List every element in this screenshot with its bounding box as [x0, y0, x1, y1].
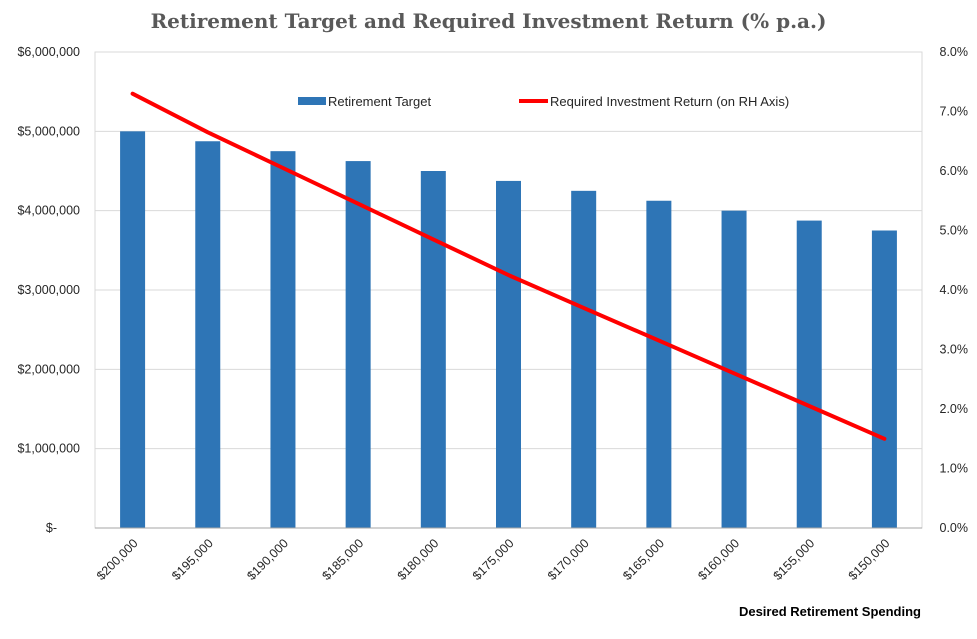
- x-tick-label: $190,000: [244, 536, 291, 583]
- x-tick-label: $165,000: [620, 536, 667, 583]
- legend-swatch-bar: [298, 97, 326, 105]
- bar: [571, 190, 597, 529]
- bar-series: [120, 131, 897, 529]
- legend-label-bar: Retirement Target: [328, 94, 431, 109]
- y-right-tick-label: 6.0%: [940, 164, 969, 178]
- x-tick-label: $175,000: [470, 536, 517, 583]
- y-right-tick-label: 5.0%: [940, 224, 969, 238]
- bar: [420, 171, 446, 528]
- axes: $- $1,000,000 $2,000,000 $3,000,000 $4,000,0…: [17, 45, 968, 583]
- y-right-tick-label: 4.0%: [940, 283, 969, 297]
- x-tick-label: $155,000: [771, 536, 818, 583]
- x-axis-label: Desired Retirement Spending: [739, 604, 921, 619]
- x-tick-label: $150,000: [846, 536, 893, 583]
- y-right-tick-label: 7.0%: [940, 105, 969, 119]
- line-series: [130, 91, 887, 441]
- y-right-tick-label: 0.0%: [940, 521, 969, 535]
- bar: [796, 220, 822, 529]
- chart-title: Retirement Target and Required Investmen…: [150, 9, 827, 33]
- y-right-tick-label: 3.0%: [940, 343, 969, 357]
- bar: [120, 131, 146, 529]
- x-tick-label: $185,000: [319, 536, 366, 583]
- y-right-tick-label: 8.0%: [940, 45, 969, 59]
- y-left-tick-label: $6,000,000: [17, 45, 80, 59]
- y-right-tick-label: 2.0%: [940, 402, 969, 416]
- x-tick-label: $180,000: [395, 536, 442, 583]
- bar: [646, 200, 672, 528]
- x-tick-label: $160,000: [695, 536, 742, 583]
- legend-label-line: Required Investment Return (on RH Axis): [550, 94, 789, 109]
- legend: Retirement Target Required Investment Re…: [298, 94, 789, 109]
- y-right-tick-label: 1.0%: [940, 462, 969, 476]
- return-line: [130, 91, 887, 441]
- x-tick-label: $170,000: [545, 536, 592, 583]
- y-left-tick-label: $4,000,000: [17, 204, 80, 218]
- bar: [270, 151, 296, 528]
- y-left-tick-label: $5,000,000: [17, 124, 80, 138]
- bar: [496, 180, 521, 528]
- bar: [195, 141, 221, 528]
- y-left-tick-label: $1,000,000: [17, 442, 80, 456]
- y-left-tick-label: $3,000,000: [17, 283, 80, 297]
- y-left-tick-label: $-: [46, 521, 57, 535]
- y-left-tick-label: $2,000,000: [17, 362, 80, 376]
- x-tick-label: $195,000: [169, 536, 216, 583]
- x-tick-label: $200,000: [94, 536, 141, 583]
- bar: [871, 230, 897, 528]
- bar: [345, 161, 371, 529]
